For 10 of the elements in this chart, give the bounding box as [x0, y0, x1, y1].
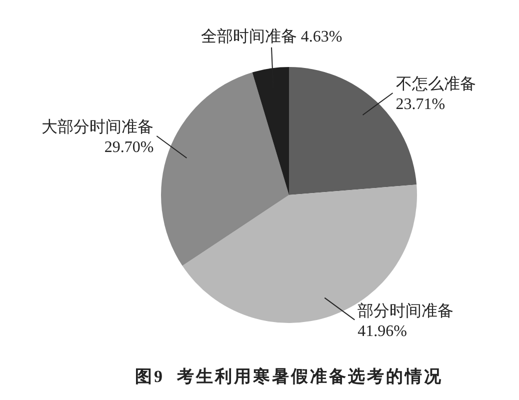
data-label: 23.71%	[396, 96, 446, 114]
slice-label: 全部时间准备	[200, 27, 297, 46]
data-label: 4.63%	[300, 28, 342, 46]
slice-label: 大部分时间准备	[42, 118, 154, 136]
text: 图9 考生利用寒暑假准备选考的情况	[135, 367, 443, 386]
slice-label: 不怎么准备	[396, 75, 476, 94]
data-label: 41.96%	[358, 322, 407, 340]
data-label: 29.70%	[104, 139, 154, 156]
slice-label: 部分时间准备	[358, 302, 454, 320]
pie-slice	[161, 72, 289, 266]
